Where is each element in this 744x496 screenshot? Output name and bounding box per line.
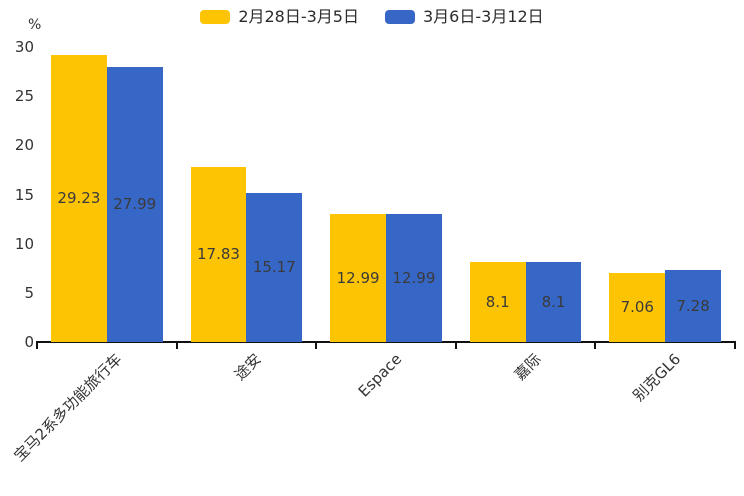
bar-value-label: 29.23 xyxy=(57,189,101,208)
y-tick-label: 10 xyxy=(14,234,34,253)
axis-tick-mark xyxy=(36,341,38,349)
bar-value-label: 12.99 xyxy=(336,269,380,288)
y-tick-label: 5 xyxy=(24,283,34,302)
y-tick-label: 0 xyxy=(24,333,34,351)
legend-swatch xyxy=(200,10,231,24)
axis-tick-mark xyxy=(315,341,318,349)
y-tick-label: 15 xyxy=(14,185,34,204)
bar-series-1[interactable] xyxy=(330,214,386,342)
bar-series-2[interactable] xyxy=(525,262,582,342)
legend: 2月28日-3月5日 3月6日-3月12日 xyxy=(0,8,744,26)
axis-tick-mark xyxy=(594,341,597,349)
axis-tick-mark xyxy=(734,341,736,349)
bar-series-1[interactable] xyxy=(190,166,247,342)
legend-item[interactable]: 3月6日-3月12日 xyxy=(385,8,544,26)
x-category-label: Espace xyxy=(354,350,405,401)
y-tick-label: 25 xyxy=(14,87,34,106)
bar-series-1[interactable] xyxy=(51,54,107,342)
x-category-label: 途安 xyxy=(231,350,266,384)
x-category-label: 嘉际 xyxy=(510,350,545,384)
bar-series-2[interactable] xyxy=(106,66,163,342)
bar-value-label: 17.83 xyxy=(197,245,240,264)
bar-series-2[interactable] xyxy=(386,214,442,342)
axis-tick-mark xyxy=(175,341,178,349)
bar-series-1[interactable] xyxy=(609,272,666,342)
bar-series-2[interactable] xyxy=(246,192,303,342)
legend-swatch xyxy=(385,10,415,24)
bar-value-label: 7.28 xyxy=(676,297,710,316)
bar-series-1[interactable] xyxy=(469,262,526,342)
bar-value-label: 12.99 xyxy=(392,269,436,288)
bar-value-label: 7.06 xyxy=(620,298,654,317)
legend-item[interactable]: 2月28日-3月5日 xyxy=(200,8,359,26)
bar-value-label: 8.1 xyxy=(541,293,566,312)
y-axis-unit-label: % xyxy=(28,17,42,33)
bar-value-label: 8.1 xyxy=(485,293,510,312)
y-tick-label: 30 xyxy=(14,38,34,56)
legend-label: 3月6日-3月12日 xyxy=(423,7,544,26)
x-category-label: 宝马2系多功能旅行车 xyxy=(10,350,126,465)
x-axis-line xyxy=(37,341,736,343)
x-category-label: 别克GL6 xyxy=(629,350,684,405)
legend-label: 2月28日-3月5日 xyxy=(238,7,359,26)
y-tick-label: 20 xyxy=(14,136,34,155)
bar-value-label: 15.17 xyxy=(252,258,296,277)
bar-series-2[interactable] xyxy=(665,270,721,342)
axis-tick-mark xyxy=(454,341,457,349)
bar-value-label: 27.99 xyxy=(113,195,157,214)
